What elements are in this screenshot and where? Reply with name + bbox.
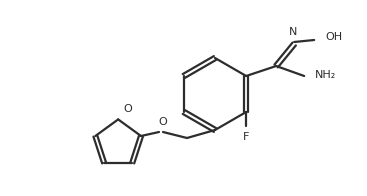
Text: OH: OH <box>325 32 342 42</box>
Text: F: F <box>243 132 249 142</box>
Text: O: O <box>159 117 167 127</box>
Text: NH₂: NH₂ <box>315 70 337 80</box>
Text: O: O <box>123 104 132 114</box>
Text: N: N <box>289 27 297 37</box>
